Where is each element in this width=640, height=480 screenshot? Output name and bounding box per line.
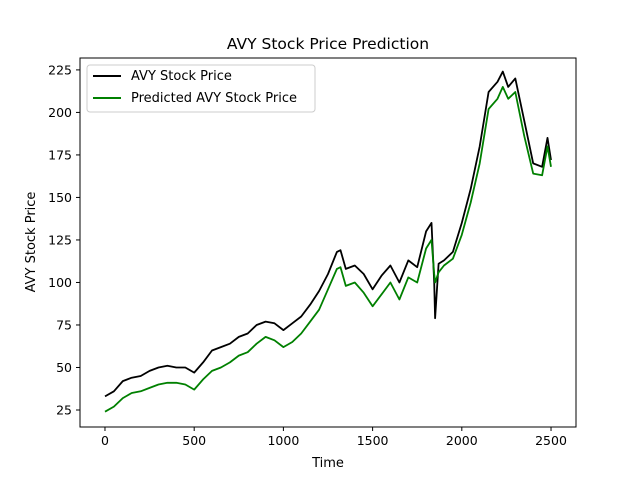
y-axis-label: AVY Stock Price: [24, 192, 39, 293]
x-tick-label: 2000: [446, 433, 478, 448]
y-tick-label: 100: [48, 275, 72, 290]
y-tick-label: 175: [48, 147, 72, 162]
y-tick-label: 25: [56, 402, 72, 417]
y-axis-ticks: 25 50 75 100 125 150 175 200 225: [48, 62, 80, 417]
x-axis-label: Time: [311, 456, 344, 471]
y-tick-label: 225: [48, 62, 72, 77]
y-tick-label: 125: [48, 232, 72, 247]
y-tick-label: 150: [48, 190, 72, 205]
x-tick-label: 0: [101, 433, 109, 448]
y-tick-label: 50: [56, 360, 72, 375]
x-tick-label: 2500: [535, 433, 567, 448]
plot-lines: [104, 70, 552, 413]
x-tick-label: 1500: [357, 433, 389, 448]
chart-title: AVY Stock Price Prediction: [227, 35, 429, 53]
x-axis-ticks: 0 500 1000 1500 2000 2500: [101, 427, 567, 448]
series-line-1: [104, 86, 552, 413]
legend-label-actual: AVY Stock Price: [131, 69, 232, 84]
x-tick-label: 500: [182, 433, 206, 448]
x-tick-label: 1000: [267, 433, 299, 448]
legend-box: [86, 64, 316, 113]
plot-frame: [79, 57, 577, 428]
y-tick-label: 75: [56, 317, 72, 332]
legend-label-predicted: Predicted AVY Stock Price: [131, 91, 297, 106]
legend: AVY Stock Price Predicted AVY Stock Pric…: [86, 64, 316, 113]
series-line-0: [104, 70, 552, 398]
y-tick-label: 200: [48, 105, 72, 120]
